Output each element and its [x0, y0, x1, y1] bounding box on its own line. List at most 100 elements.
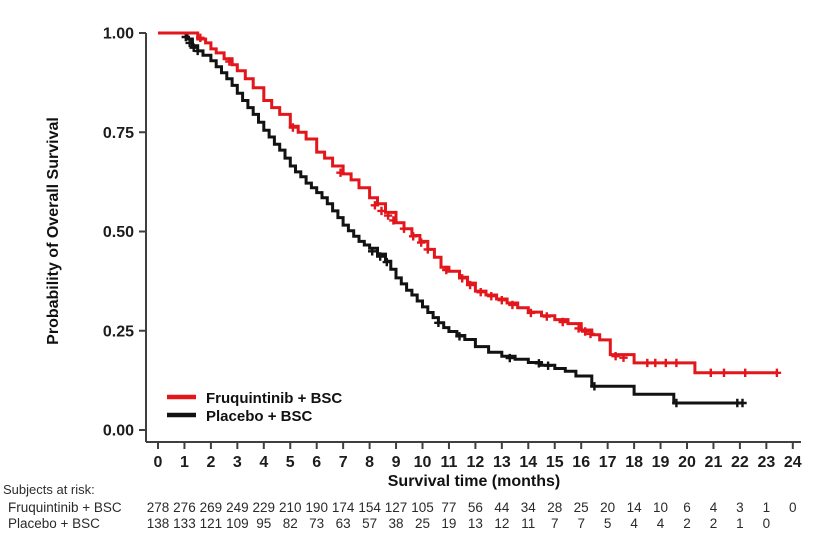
curves: [158, 31, 782, 408]
risk-count: 25: [574, 500, 589, 515]
x-axis-title: Survival time (months): [388, 473, 560, 490]
y-tick-label: 0.50: [103, 224, 134, 241]
risk-count: 210: [279, 500, 302, 515]
censor-mark: [487, 292, 496, 301]
legend-label-placebo: Placebo + BSC: [206, 408, 312, 425]
x-tick-label: 0: [154, 454, 163, 471]
risk-count: 56: [468, 500, 483, 515]
x-tick-label: 24: [784, 454, 802, 471]
risk-count: 28: [547, 500, 562, 515]
censor-mark: [193, 46, 202, 56]
x-tick-label: 16: [572, 454, 590, 471]
censor-mark: [619, 353, 628, 362]
y-tick-label: 1.00: [103, 26, 134, 43]
censor-mark: [476, 288, 485, 297]
x-tick-label: 2: [206, 454, 215, 471]
risk-count: 95: [256, 516, 271, 531]
risk-count: 7: [577, 516, 585, 531]
y-tick-label: 0.00: [103, 423, 134, 440]
censor-mark: [611, 352, 620, 361]
censor-mark: [288, 123, 298, 132]
censor-mark: [409, 232, 418, 241]
x-tick-label: 1: [180, 454, 189, 471]
censor-mark: [738, 398, 747, 408]
risk-count: 109: [226, 516, 249, 531]
x-tick-label: 20: [678, 454, 696, 471]
km-curve-placebo: [158, 31, 743, 405]
x-tick-label: 11: [440, 454, 457, 471]
x-tick-label: 7: [339, 454, 348, 471]
censor-mark: [526, 308, 536, 318]
censor-mark: [508, 300, 517, 310]
risk-count: 25: [415, 516, 430, 531]
censor-mark: [399, 224, 409, 233]
censor-mark: [417, 238, 426, 247]
risk-row-label-fruquintinib: Fruquintinib + BSC: [8, 500, 122, 515]
risk-count: 154: [358, 500, 381, 515]
risk-count: 4: [657, 516, 665, 531]
risk-count: 10: [653, 500, 668, 515]
censor-mark: [586, 329, 595, 339]
axes: 0.000.250.500.751.000 1 2 3 4 5 6 7 8 9 10 11 12 13 14…: [103, 26, 802, 472]
censor-mark: [741, 368, 750, 377]
censor-mark: [376, 252, 385, 261]
censor-mark: [336, 168, 345, 177]
risk-count: 5: [604, 516, 612, 531]
risk-count: 4: [630, 516, 638, 531]
censor-mark: [225, 57, 234, 66]
x-tick-label: 17: [599, 454, 617, 471]
x-tick-label: 18: [625, 454, 643, 471]
censor-mark: [719, 368, 729, 377]
censor-mark: [590, 382, 599, 391]
censor-mark: [543, 361, 553, 370]
risk-count: 13: [468, 516, 483, 531]
x-tick-label: 4: [259, 454, 268, 471]
x-tick-label: 13: [493, 454, 511, 471]
censor-mark: [706, 368, 715, 377]
censor-mark: [196, 33, 205, 42]
km-curve-fruquintinib: [158, 31, 777, 375]
risk-count: 0: [763, 516, 771, 531]
risk-count: 0: [789, 500, 797, 515]
censor-marks-placebo: [181, 32, 747, 408]
y-axis-title: Probability of Overall Survival: [45, 117, 62, 345]
censor-mark: [534, 359, 544, 368]
risk-count: 2: [683, 516, 691, 531]
x-tick-label: 5: [286, 454, 295, 471]
censor-mark: [772, 368, 782, 377]
risk-table-heading: Subjects at risk:: [3, 482, 95, 497]
x-tick-label: 14: [519, 454, 537, 471]
censor-mark: [383, 211, 393, 220]
risk-count: 127: [385, 500, 408, 515]
risk-count: 1: [736, 516, 744, 531]
x-tick-label: 8: [365, 454, 374, 471]
censor-mark: [389, 216, 398, 225]
censor-mark: [672, 398, 681, 408]
risk-count: 249: [226, 500, 249, 515]
x-tick-label: 19: [652, 454, 670, 471]
censor-mark: [377, 206, 386, 216]
risk-count: 63: [336, 516, 351, 531]
risk-count: 11: [521, 516, 535, 531]
risk-count: 138: [147, 516, 170, 531]
censor-mark: [651, 358, 660, 368]
censor-mark: [185, 38, 194, 48]
censor-mark: [581, 327, 590, 336]
risk-count: 229: [253, 500, 276, 515]
risk-count: 44: [494, 500, 510, 515]
risk-count: 3: [736, 500, 744, 515]
censor-mark: [558, 317, 567, 327]
legend-label-fruquintinib: Fruquintinib + BSC: [206, 390, 342, 407]
risk-count: 14: [627, 500, 643, 515]
risk-count: 82: [283, 516, 298, 531]
censor-mark: [368, 247, 377, 256]
x-tick-label: 6: [312, 454, 321, 471]
censor-mark: [458, 274, 467, 283]
risk-count: 34: [521, 500, 537, 515]
risk-count: 20: [600, 500, 615, 515]
risk-count: 73: [309, 516, 324, 531]
censor-mark: [455, 332, 464, 341]
risk-count: 2: [710, 516, 718, 531]
x-tick-label: 15: [546, 454, 564, 471]
